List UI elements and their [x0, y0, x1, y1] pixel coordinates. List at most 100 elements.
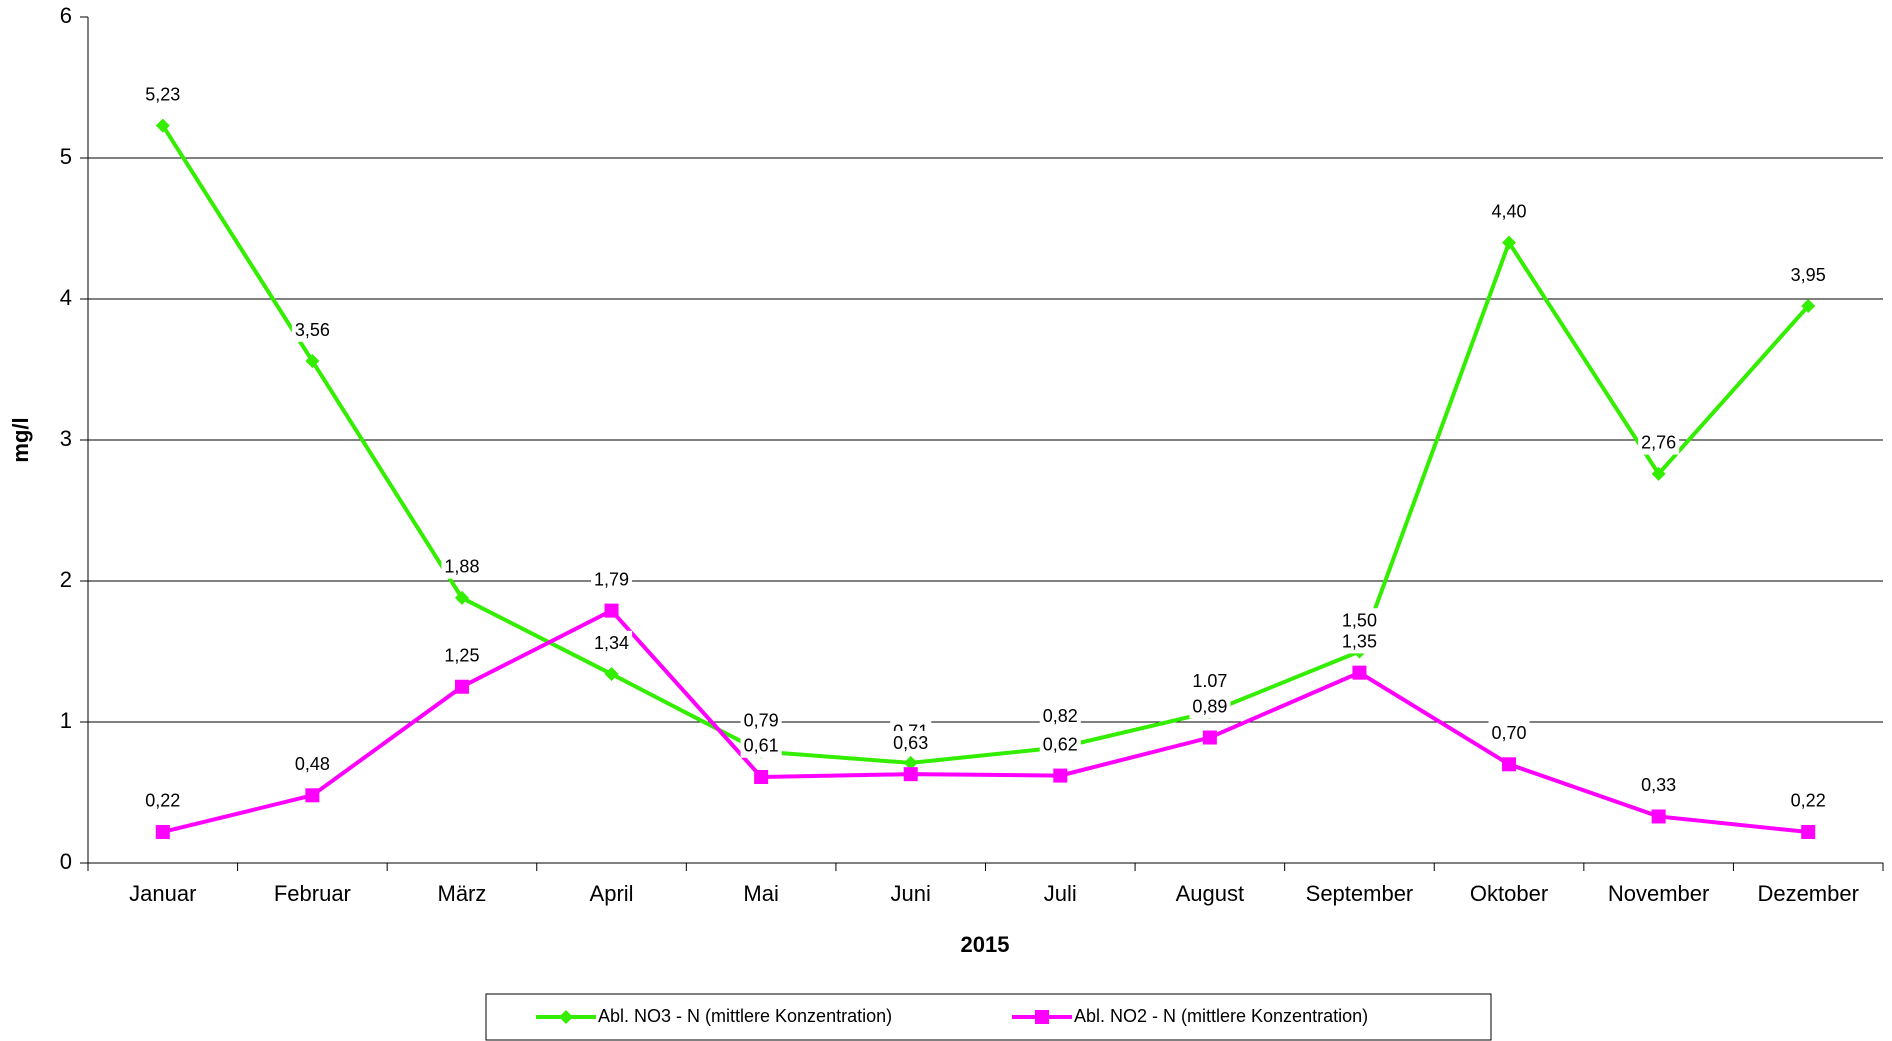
data-label: 0,22	[145, 791, 180, 811]
data-label-group: 1,34	[591, 630, 633, 655]
data-label-bg	[1787, 262, 1829, 287]
data-label-bg	[441, 643, 483, 668]
data-label: 1.07	[1192, 671, 1227, 691]
data-label-group: 0,62	[1039, 732, 1081, 757]
y-tick-label: 0	[60, 849, 72, 874]
series-line	[162, 608, 1809, 834]
marker	[305, 788, 320, 803]
data-label: 1,34	[594, 633, 629, 653]
data-label-group: 0,48	[291, 752, 333, 777]
data-label: 0,89	[1192, 696, 1227, 716]
data-label-bg	[1039, 704, 1081, 729]
data-label: 3,56	[295, 320, 330, 340]
x-tick-label: November	[1608, 881, 1709, 906]
data-label: 1,35	[1342, 631, 1377, 651]
y-tick-label: 6	[60, 3, 72, 28]
y-axis-title: mg/l	[8, 417, 33, 462]
marker	[1651, 809, 1666, 824]
data-label-bg	[740, 733, 782, 758]
data-label: 0,22	[1791, 791, 1826, 811]
marker	[559, 1010, 573, 1024]
data-label-group: 1,50	[1338, 608, 1380, 633]
marker	[305, 354, 320, 369]
data-label-bg	[1638, 430, 1680, 455]
data-label: 5,23	[145, 84, 180, 104]
x-tick-label: Oktober	[1470, 881, 1548, 906]
data-label: 0,62	[1043, 734, 1078, 754]
data-label-group: 0,22	[1787, 788, 1829, 813]
data-label-group: 0,22	[142, 788, 184, 813]
data-label-bg	[441, 554, 483, 579]
marker	[1651, 466, 1666, 481]
marker	[1202, 730, 1217, 745]
data-label-bg	[1638, 773, 1680, 798]
data-label-bg	[291, 752, 333, 777]
marker	[754, 769, 769, 784]
x-tick-label: Juli	[1044, 881, 1077, 906]
data-label-group: 4,40	[1488, 199, 1530, 224]
data-label: 0,48	[295, 754, 330, 774]
data-label-bg	[142, 82, 184, 107]
data-label-bg	[1338, 629, 1380, 654]
data-label-group: 1,35	[1338, 629, 1380, 654]
x-tick-label: August	[1176, 881, 1245, 906]
marker	[604, 603, 619, 618]
data-label: 2,76	[1641, 433, 1676, 453]
series-line	[161, 124, 1810, 765]
data-label-bg	[740, 708, 782, 733]
data-label: 4,40	[1492, 201, 1527, 221]
data-label-group: 0,70	[1488, 721, 1530, 746]
x-tick-label: März	[438, 881, 487, 906]
marker	[1352, 665, 1367, 680]
data-label: 0,79	[744, 710, 779, 730]
marker	[903, 767, 918, 782]
x-axis-title: 2015	[961, 932, 1010, 957]
y-tick-label: 1	[60, 708, 72, 733]
data-label-bg	[890, 730, 932, 755]
data-label: 0,70	[1492, 723, 1527, 743]
x-tick-label: September	[1306, 881, 1414, 906]
y-tick-label: 5	[60, 144, 72, 169]
data-label: 1,25	[444, 646, 479, 666]
marker	[1035, 1010, 1049, 1024]
data-label-group: 0,82	[1039, 704, 1081, 729]
data-label-bg	[591, 567, 633, 592]
marker	[454, 679, 469, 694]
data-label-bg	[1338, 608, 1380, 633]
x-tick-label: Juni	[891, 881, 931, 906]
marker	[1801, 299, 1816, 314]
data-label-bg	[1787, 788, 1829, 813]
x-tick-label: Mai	[743, 881, 778, 906]
data-label-bg	[142, 788, 184, 813]
marker	[1053, 768, 1068, 783]
data-label-group: 0,79	[740, 708, 782, 733]
x-tick-label: Januar	[129, 881, 196, 906]
data-label: 1,79	[594, 569, 629, 589]
data-label-group: 1,25	[441, 643, 483, 668]
y-tick-label: 2	[60, 567, 72, 592]
data-label-group: 1.07	[1189, 668, 1231, 693]
data-label: 0,33	[1641, 775, 1676, 795]
data-label-group: 0,63	[890, 730, 932, 755]
legend-label: Abl. NO3 - N (mittlere Konzentration)	[598, 1006, 892, 1026]
y-tick-label: 3	[60, 426, 72, 451]
data-label-group: 3,56	[291, 317, 333, 342]
marker	[604, 667, 619, 682]
data-label: 3,95	[1791, 265, 1826, 285]
legend-label: Abl. NO2 - N (mittlere Konzentration)	[1074, 1006, 1368, 1026]
data-label: 0,61	[744, 736, 779, 756]
data-label: 1,50	[1342, 610, 1377, 630]
x-tick-label: Februar	[274, 881, 351, 906]
data-label-group: 0,89	[1189, 694, 1231, 719]
marker	[1502, 757, 1517, 772]
data-label-group: 1,79	[591, 567, 633, 592]
data-label-bg	[1189, 694, 1231, 719]
data-label-bg	[1488, 199, 1530, 224]
data-label-group: 1,88	[441, 554, 483, 579]
data-label-group: 3,95	[1787, 262, 1829, 287]
marker	[1502, 235, 1517, 250]
marker	[1801, 824, 1816, 839]
marker	[155, 824, 170, 839]
data-label: 0,82	[1043, 706, 1078, 726]
